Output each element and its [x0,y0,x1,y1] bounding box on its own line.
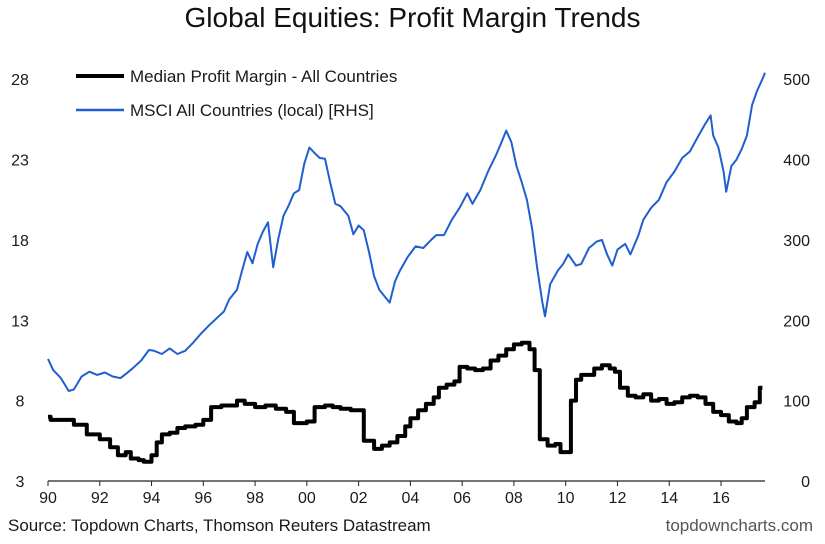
x-tick-label: 12 [609,490,627,507]
left-axis: 3 8 13 18 23 28 [11,72,29,491]
left-tick-label: 13 [11,313,29,330]
right-tick-label: 300 [783,233,810,250]
right-axis: 0 100 200 300 400 500 [783,72,810,491]
right-tick-label: 100 [783,394,810,411]
left-tick-label: 28 [11,72,29,89]
series-layer [47,72,766,464]
x-tick-label: 08 [505,490,523,507]
x-tick-label: 02 [350,490,368,507]
left-tick-label: 23 [11,153,29,170]
x-tick-label: 96 [194,490,212,507]
x-tick-label: 98 [246,490,264,507]
left-tick-label: 3 [16,474,25,491]
right-tick-label: 500 [783,72,810,89]
profit-margin-line [48,340,763,464]
legend-label: MSCI All Countries (local) [RHS] [130,101,374,120]
chart-title: Global Equities: Profit Margin Trends [184,2,641,33]
right-tick-label: 0 [801,474,810,491]
x-tick-label: 06 [453,490,471,507]
source-note: Source: Topdown Charts, Thomson Reuters … [8,516,431,535]
legend: Median Profit Margin - All Countries MSCI… [76,67,397,120]
x-tick-label: 94 [143,490,161,507]
left-tick-label: 18 [11,233,29,250]
x-tick-label: 04 [401,490,419,507]
x-tick-label: 16 [712,490,730,507]
x-tick-label: 14 [660,490,678,507]
msci-index-line [47,72,766,392]
right-tick-label: 200 [783,313,810,330]
legend-label: Median Profit Margin - All Countries [130,67,397,86]
x-tick-label: 90 [39,490,57,507]
left-tick-label: 8 [16,394,25,411]
x-tick-label: 00 [298,490,316,507]
x-tick-label: 10 [557,490,575,507]
x-axis: 90 92 94 96 98 00 02 04 06 08 10 12 14 16 [39,480,765,507]
brand-watermark: topdowncharts.com [665,516,813,535]
x-tick-label: 92 [91,490,109,507]
right-tick-label: 400 [783,153,810,170]
